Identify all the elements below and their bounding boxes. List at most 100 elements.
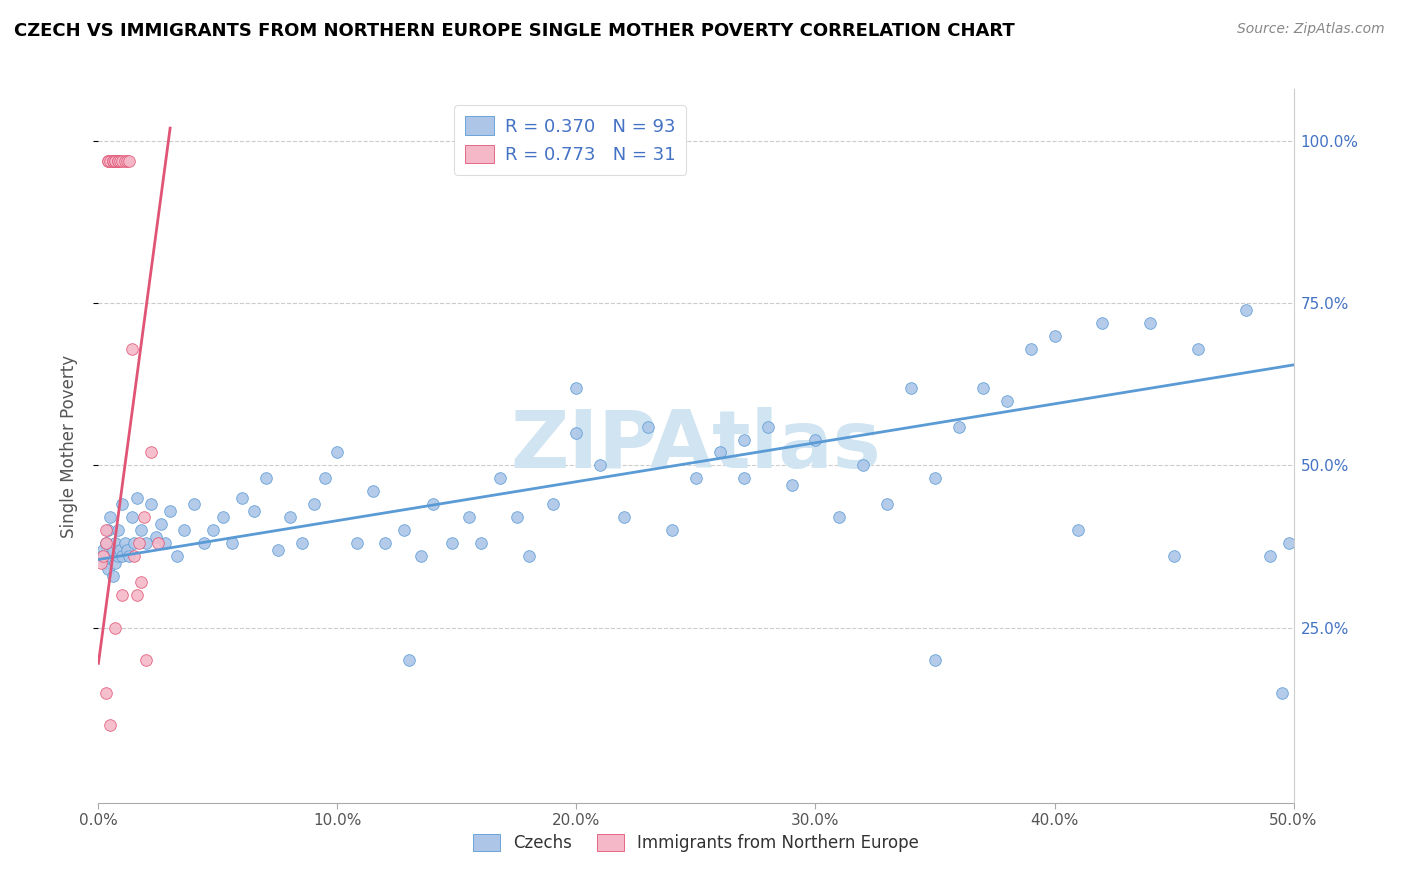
Point (124, 536, 146, 550)
Point (1187, 342, 1209, 356)
Point (458, 510, 481, 524)
Point (1258, 549, 1281, 564)
Point (94, 524, 117, 538)
Point (125, 588, 148, 602)
Point (104, 153, 127, 168)
Point (111, 153, 134, 168)
Point (517, 549, 540, 564)
Point (924, 471, 946, 485)
Point (131, 575, 153, 590)
Point (828, 510, 851, 524)
Point (211, 510, 233, 524)
Point (125, 491, 148, 505)
Point (98, 510, 122, 524)
Point (685, 471, 707, 485)
Point (733, 433, 755, 447)
Point (231, 491, 253, 505)
Point (121, 342, 143, 356)
Point (104, 153, 127, 168)
Point (115, 542, 138, 557)
Point (924, 653, 946, 667)
Point (948, 419, 970, 434)
Point (107, 153, 129, 168)
Point (302, 497, 325, 511)
Point (135, 653, 157, 667)
Point (107, 524, 129, 538)
Point (114, 153, 136, 168)
Point (118, 549, 141, 564)
Point (139, 445, 162, 459)
Point (155, 536, 177, 550)
Point (780, 478, 803, 492)
Point (374, 536, 396, 550)
Point (183, 497, 205, 511)
Point (1271, 685, 1294, 699)
Point (221, 536, 243, 550)
Point (90, 549, 112, 564)
Point (101, 153, 124, 168)
Point (1234, 302, 1257, 317)
Point (1019, 342, 1042, 356)
Point (876, 497, 898, 511)
Point (804, 433, 827, 447)
Point (506, 510, 529, 524)
Point (363, 484, 385, 499)
Legend: Czechs, Immigrants from Northern Europe: Czechs, Immigrants from Northern Europe (467, 827, 925, 859)
Point (94, 536, 117, 550)
Point (111, 588, 134, 602)
Point (148, 536, 170, 550)
Point (398, 653, 420, 667)
Point (98, 153, 122, 168)
Point (94, 536, 117, 550)
Point (422, 497, 444, 511)
Point (132, 510, 155, 524)
Point (1278, 536, 1301, 550)
Point (115, 153, 138, 168)
Point (159, 504, 181, 518)
Point (972, 381, 994, 395)
Point (489, 471, 512, 485)
Point (108, 542, 131, 557)
Point (565, 425, 588, 440)
Point (98, 718, 122, 732)
Point (315, 471, 337, 485)
Point (149, 516, 172, 531)
Point (131, 524, 153, 538)
Point (104, 621, 127, 635)
Point (1067, 524, 1090, 538)
Text: CZECH VS IMMIGRANTS FROM NORTHERN EUROPE SINGLE MOTHER POVERTY CORRELATION CHART: CZECH VS IMMIGRANTS FROM NORTHERN EUROPE… (14, 22, 1015, 40)
Point (852, 458, 875, 473)
Point (1139, 316, 1161, 330)
Point (111, 549, 134, 564)
Point (118, 153, 141, 168)
Point (470, 536, 492, 550)
Point (94, 685, 117, 699)
Point (202, 524, 225, 538)
Point (709, 445, 731, 459)
Y-axis label: Single Mother Poverty: Single Mother Poverty (59, 354, 77, 538)
Point (128, 536, 150, 550)
Text: Source: ZipAtlas.com: Source: ZipAtlas.com (1237, 22, 1385, 37)
Point (107, 549, 129, 564)
Point (243, 504, 266, 518)
Point (173, 524, 195, 538)
Point (91, 549, 114, 564)
Point (135, 536, 157, 550)
Point (91, 542, 114, 557)
Point (107, 153, 129, 168)
Point (90, 556, 112, 570)
Point (94, 556, 117, 570)
Point (756, 419, 779, 434)
Point (346, 536, 368, 550)
Point (278, 510, 301, 524)
Point (97, 153, 120, 168)
Point (166, 549, 188, 564)
Point (111, 497, 134, 511)
Point (101, 568, 124, 582)
Point (104, 556, 127, 570)
Point (267, 542, 290, 557)
Point (613, 510, 636, 524)
Point (1163, 549, 1185, 564)
Point (101, 153, 124, 168)
Point (121, 510, 143, 524)
